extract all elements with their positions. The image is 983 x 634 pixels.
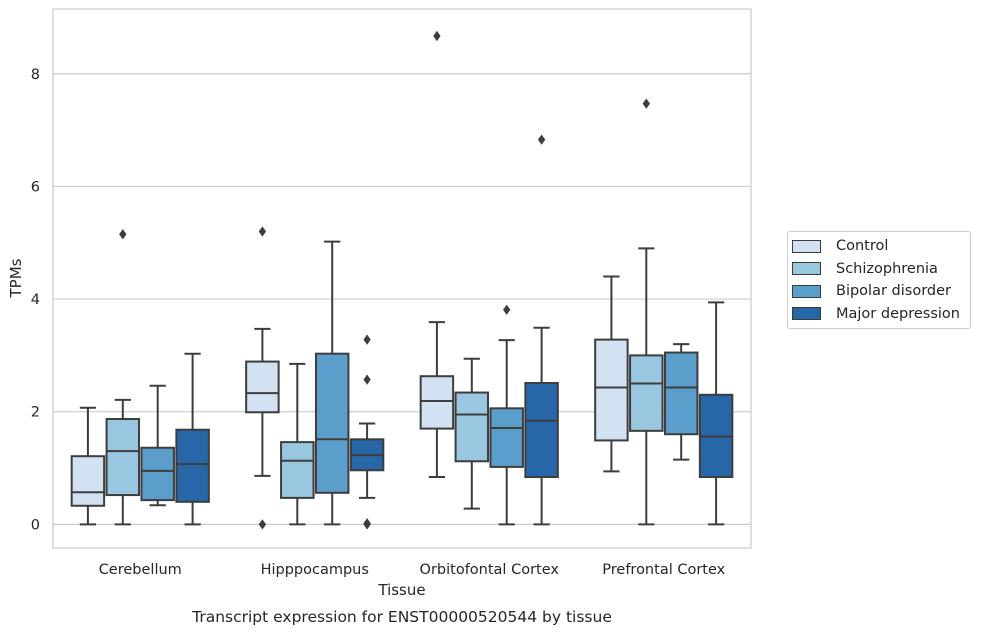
outlier-point — [258, 226, 267, 237]
box-0-2 — [140, 384, 175, 507]
legend-swatch — [792, 262, 821, 276]
outlier-point — [363, 374, 371, 385]
box-body — [524, 381, 559, 479]
outlier-point — [433, 30, 441, 42]
box-0-0 — [70, 406, 106, 526]
y-tick-label-1: 2 — [31, 405, 40, 421]
y-tick-label-2: 4 — [31, 292, 40, 308]
box-body — [663, 351, 699, 436]
boxes — [70, 30, 734, 530]
y-tick-label-3: 6 — [31, 179, 40, 195]
outlier-point — [363, 519, 371, 530]
outlier-point — [537, 134, 546, 145]
box-1-1 — [280, 362, 315, 526]
y-tick-label-0: 0 — [31, 517, 40, 533]
x-tick-label-1: Hipppocampus — [261, 562, 369, 578]
chart-caption: Transcript expression for ENST0000052054… — [191, 608, 612, 626]
legend-label: Control — [836, 238, 889, 255]
box-2-1 — [454, 357, 490, 510]
box-3-3 — [698, 301, 734, 526]
outlier-point — [258, 519, 267, 530]
box-body — [280, 441, 315, 499]
box-body — [419, 375, 455, 430]
box-body — [454, 391, 490, 463]
x-tick-label-3: Prefrontal Cortex — [602, 562, 725, 578]
box-body — [594, 338, 629, 442]
outlier-point — [119, 229, 127, 240]
legend-label: Bipolar disorder — [836, 283, 951, 300]
legend: Control Schizophrenia Bipolar disorder Majo… — [787, 231, 971, 329]
x-tick-label-2: Orbitofontal Cortex — [420, 562, 560, 578]
y-tick-labels: 0 2 4 6 8 — [31, 67, 40, 534]
box-body — [70, 455, 106, 507]
legend-label: Schizophrenia — [836, 260, 938, 277]
plot-area-frame — [52, 8, 752, 549]
outlier-point — [503, 304, 511, 315]
legend-item-1: Schizophrenia — [788, 258, 970, 281]
box-1-3 — [349, 334, 385, 530]
box-3-0 — [594, 275, 629, 473]
box-body — [140, 446, 175, 502]
box-1-2 — [314, 240, 350, 526]
x-tick-label-0: Cerebellum — [99, 562, 182, 578]
legend-item-2: Bipolar disorder — [788, 280, 970, 303]
box-0-1 — [105, 229, 141, 526]
legend-swatch — [792, 307, 821, 321]
box-body — [314, 352, 350, 494]
outlier-point — [642, 98, 650, 109]
box-body — [105, 418, 141, 497]
legend-label: Major depression — [836, 305, 960, 322]
y-axis-label: TPMs — [7, 258, 25, 298]
box-body — [489, 407, 524, 468]
legend-swatch — [792, 239, 821, 253]
box-body — [175, 428, 210, 503]
legend-item-3: Major depression — [788, 303, 970, 326]
box-1-0 — [245, 226, 280, 530]
box-3-1 — [629, 98, 664, 526]
x-axis-label: Tissue — [377, 581, 425, 599]
box-2-0 — [419, 30, 455, 479]
box-3-2 — [663, 343, 699, 461]
box-2-3 — [524, 134, 559, 526]
legend-swatch — [792, 284, 821, 298]
y-tick-label-4: 8 — [31, 67, 40, 83]
box-2-2 — [489, 304, 524, 526]
legend-item-0: Control — [788, 235, 970, 258]
box-body — [629, 354, 664, 432]
outlier-point — [363, 334, 371, 345]
box-0-3 — [175, 352, 210, 526]
x-tick-labels: Cerebellum Hipppocampus Orbitofontal Corte… — [99, 562, 726, 578]
box-body — [245, 360, 280, 414]
